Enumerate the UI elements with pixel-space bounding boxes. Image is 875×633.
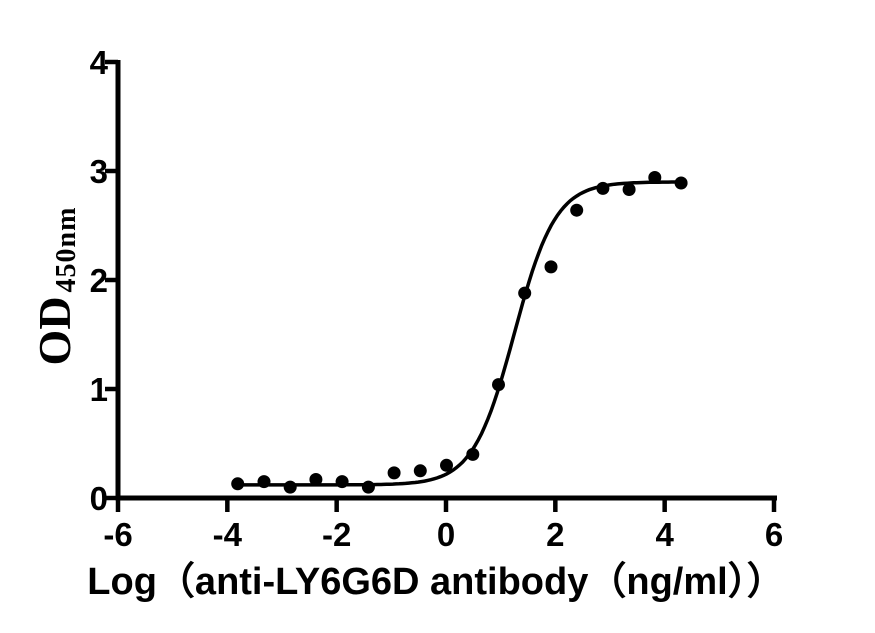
data-point	[387, 466, 401, 480]
axes	[115, 60, 777, 501]
x-tick-label: -2	[322, 516, 351, 553]
y-tick-label: 3	[90, 153, 108, 190]
x-tick-label: 0	[437, 516, 455, 553]
data-point	[257, 475, 271, 489]
data-point	[309, 473, 323, 486]
fit-curve-layer	[235, 180, 683, 487]
data-point	[518, 286, 532, 300]
data-point	[440, 458, 453, 472]
y-tick-label: 1	[90, 371, 108, 408]
data-point	[335, 475, 349, 489]
data-point	[648, 171, 662, 184]
data-point	[674, 176, 688, 190]
y-tick-label: 4	[90, 44, 109, 81]
y-tick-label: 2	[90, 262, 108, 299]
fit-curve	[235, 180, 683, 487]
data-point	[492, 378, 505, 392]
data-point	[622, 183, 636, 196]
x-tick-label: -4	[213, 516, 243, 553]
x-tick-label: 4	[655, 516, 674, 553]
data-point	[570, 203, 584, 217]
x-axis-title: Log（anti-LY6G6D antibody（ng/ml））	[87, 561, 784, 603]
y-tick-label: 0	[90, 480, 108, 517]
data-point	[231, 477, 245, 491]
data-point	[413, 464, 427, 478]
y-axis-title-main: OD	[29, 296, 80, 365]
y-axis-title: OD 450nm	[29, 207, 82, 366]
data-point	[596, 181, 610, 195]
y-axis-title-subscript: 450nm	[51, 207, 82, 293]
x-tick-label: -6	[103, 516, 132, 553]
axis-tick-labels: -6 -4 -2 0 2 4 6 0 1 2 3 4	[90, 44, 784, 553]
data-point	[361, 480, 375, 494]
data-point	[283, 480, 297, 494]
axis-ticks	[105, 59, 777, 512]
data-point	[466, 447, 480, 461]
x-tick-label: 6	[765, 516, 783, 553]
data-point	[544, 260, 558, 274]
data-points-layer	[231, 171, 688, 494]
x-tick-label: 2	[546, 516, 564, 553]
